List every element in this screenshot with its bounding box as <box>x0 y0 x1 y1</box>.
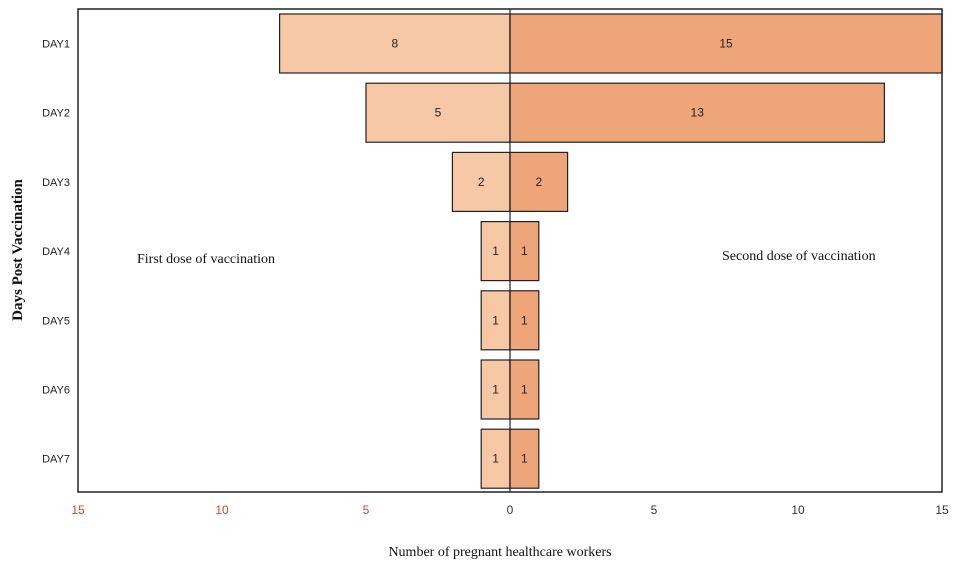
x-tick-labels: 15 10 5 0 5 10 15 <box>71 503 949 517</box>
category-label-day2: DAY2 <box>42 108 70 120</box>
x-tick-label: 10 <box>215 503 229 517</box>
first-dose-value-day3: 2 <box>478 175 485 189</box>
x-axis-label: Number of pregnant healthcare workers <box>388 545 611 560</box>
first-dose-bar-day1 <box>279 13 511 74</box>
first-dose-value-day6: 1 <box>492 383 499 397</box>
first-dose-bar-day7 <box>480 428 511 489</box>
second-dose-value-day7: 1 <box>521 452 528 466</box>
first-dose-value-day2: 5 <box>435 106 442 120</box>
first-dose-bar-day5 <box>480 290 511 351</box>
second-dose-bar-day2 <box>509 82 885 143</box>
category-label-day4: DAY4 <box>42 246 70 258</box>
first-dose-bar-day3 <box>451 151 511 212</box>
second-dose-value-day4: 1 <box>521 244 528 258</box>
second-dose-value-day2: 13 <box>691 106 705 120</box>
labels-layer: 8 15 5 13 2 2 1 1 1 1 1 1 1 1 <box>391 37 733 466</box>
x-tick-label: 0 <box>507 503 514 517</box>
first-dose-value-day7: 1 <box>492 452 499 466</box>
second-dose-value-day3: 2 <box>535 175 542 189</box>
second-dose-annotation: Second dose of vaccination <box>722 249 876 264</box>
first-dose-value-day1: 8 <box>391 37 398 51</box>
first-dose-value-day4: 1 <box>492 244 499 258</box>
category-label-day7: DAY7 <box>42 454 70 466</box>
x-tick-label: 15 <box>71 503 85 517</box>
bars-layer <box>279 13 943 489</box>
second-dose-value-day1: 15 <box>719 37 733 51</box>
y-axis-label: Days Post Vaccination <box>10 179 26 321</box>
second-dose-value-day5: 1 <box>521 313 528 327</box>
first-dose-annotation: First dose of vaccination <box>137 252 275 267</box>
second-dose-bar-day7 <box>509 428 540 489</box>
y-category-labels: DAY1 DAY2 DAY3 DAY4 DAY5 DAY6 DAY7 <box>42 39 70 466</box>
category-label-day3: DAY3 <box>42 177 70 189</box>
second-dose-bar-day1 <box>509 13 943 74</box>
first-dose-bar-day2 <box>365 82 511 143</box>
category-label-day1: DAY1 <box>42 39 70 51</box>
x-tick-label: 10 <box>791 503 805 517</box>
category-label-day6: DAY6 <box>42 385 70 397</box>
x-tick-label: 15 <box>935 503 949 517</box>
x-tick-label: 5 <box>363 503 370 517</box>
first-dose-value-day5: 1 <box>492 313 499 327</box>
second-dose-bar-day6 <box>509 359 540 420</box>
x-tick-label: 5 <box>651 503 658 517</box>
first-dose-bar-day4 <box>480 221 511 282</box>
second-dose-value-day6: 1 <box>521 383 528 397</box>
category-label-day5: DAY5 <box>42 315 70 327</box>
